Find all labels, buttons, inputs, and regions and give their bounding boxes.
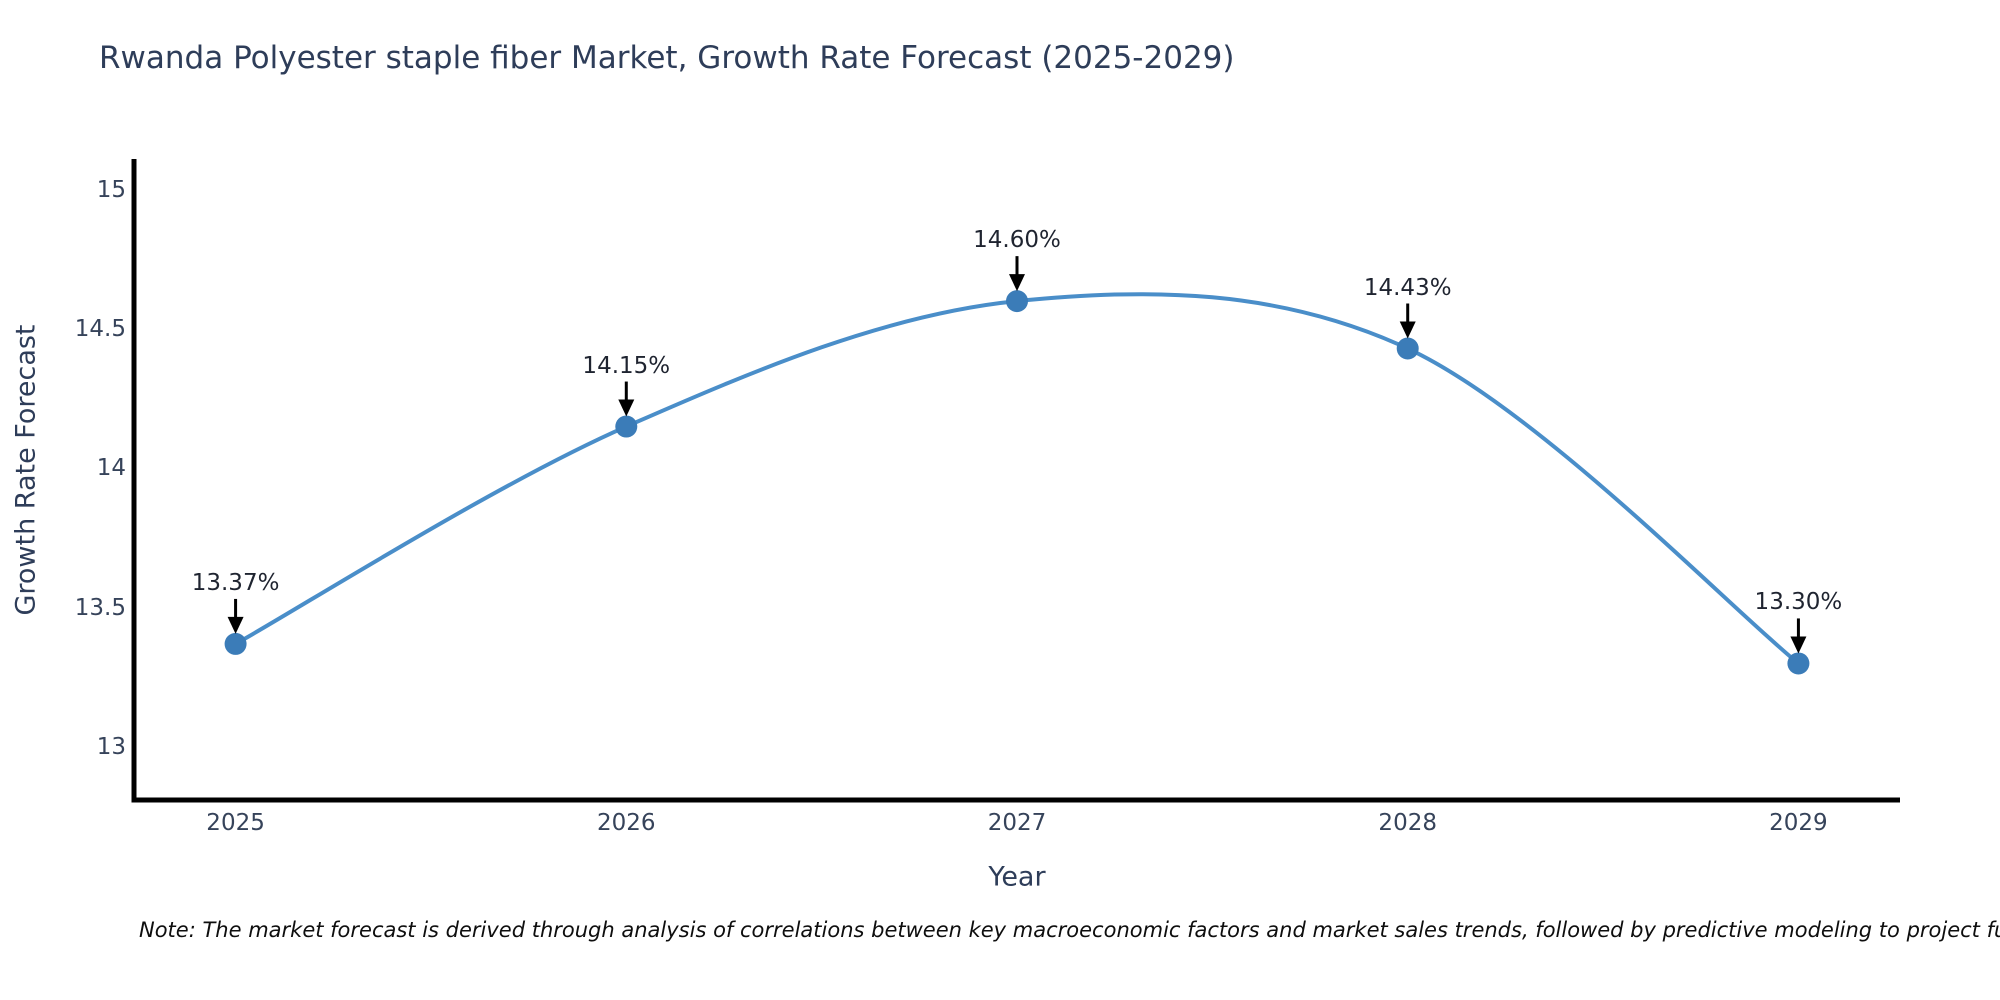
data-point-marker [1787, 652, 1810, 675]
footnote: Note: The market forecast is derived thr… [139, 918, 2000, 942]
x-axis-label: Year [988, 861, 1046, 893]
annotation-arrowhead [1790, 636, 1807, 654]
chart-title: Rwanda Polyester staple fiber Market, Gr… [99, 40, 1235, 76]
data-point-marker [615, 415, 638, 438]
data-point-marker [1006, 290, 1028, 313]
data-point-marker [224, 632, 247, 655]
trend-line [233, 292, 1801, 666]
annotation-arrowhead [1009, 274, 1025, 292]
annotation-arrowhead [227, 616, 244, 634]
y-axis-label: Growth Rate Forecast [10, 324, 42, 616]
annotation-arrowhead [618, 399, 635, 417]
annotation-arrowhead [1399, 321, 1416, 339]
data-point-marker [1396, 337, 1419, 360]
